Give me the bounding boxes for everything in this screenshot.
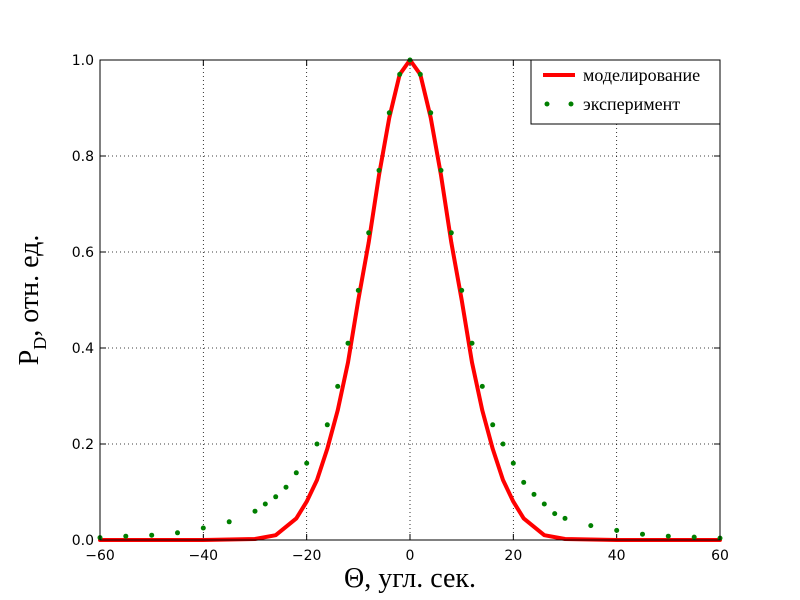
experiment-point (252, 508, 258, 514)
y-tick-label: 0.8 (72, 149, 94, 165)
experiment-point (123, 533, 129, 539)
experiment-point (531, 491, 537, 497)
experiment-point (417, 71, 423, 77)
experiment-point (376, 167, 382, 173)
experiment-point (521, 479, 527, 485)
experiment-point (335, 383, 341, 389)
experiment-point (500, 441, 506, 447)
experiment-point (175, 530, 180, 536)
x-tick-label: 0 (406, 548, 415, 564)
experiment-point (226, 519, 232, 525)
experiment-point (293, 470, 299, 476)
y-tick-label: 1.0 (72, 53, 94, 69)
y-axis-title-main: P (14, 350, 45, 366)
x-axis-title: Θ, угл. сек. (344, 563, 476, 594)
experiment-point (262, 501, 268, 507)
experiment-point (479, 383, 485, 389)
legend-label-experiment: эксперимент (583, 94, 680, 114)
legend: моделирование эксперимент (530, 59, 721, 125)
y-tick-label: 0.4 (72, 341, 94, 357)
experiment-point (304, 460, 310, 466)
experiment-point (283, 484, 289, 490)
ticks: −60 −40 −20 0 20 40 60 0.0 0.2 0.4 0.6 0.8 1.0 (72, 53, 729, 564)
y-axis-title-rest: , отн. ед. (14, 235, 45, 337)
legend-box (530, 59, 721, 125)
x-tick-label: −20 (292, 548, 322, 564)
experiment-point (588, 523, 594, 529)
x-tick-label: −60 (85, 548, 115, 564)
y-axis-title-sub: D (30, 337, 50, 350)
plot-frame (99, 59, 721, 541)
experiment-point (200, 525, 206, 531)
experiment-point (459, 287, 465, 293)
experiment-point (314, 441, 320, 447)
y-tick-label: 0.6 (72, 245, 94, 261)
experiment-point (355, 287, 361, 293)
experiment-point (273, 494, 279, 500)
experiment-point (510, 460, 516, 466)
legend-dot-1 (544, 101, 550, 107)
legend-label-model: моделирование (583, 65, 700, 85)
experiment-point (397, 71, 403, 77)
experiment-point (552, 511, 558, 517)
x-tick-label: 40 (608, 548, 626, 564)
grid (100, 60, 720, 540)
experiment-point (149, 532, 155, 538)
experiment-point (562, 515, 568, 521)
experiment-point (490, 422, 496, 428)
experiment-point (366, 230, 372, 236)
x-tick-label: 20 (504, 548, 522, 564)
x-tick-label: −40 (189, 548, 219, 564)
experiment-point (640, 531, 645, 537)
legend-dot-2 (568, 101, 574, 107)
y-tick-label: 0.0 (72, 533, 94, 549)
experiment-point (691, 534, 697, 540)
y-tick-label: 0.2 (72, 437, 94, 453)
experiment-point (386, 110, 392, 116)
x-tick-label: 60 (711, 548, 729, 564)
experiment-point (614, 527, 620, 533)
experiment-point (541, 501, 547, 507)
experiment-point (438, 167, 444, 173)
experiment-point (324, 422, 330, 428)
experiment-point (428, 110, 434, 116)
y-axis-title: PD, отн. ед. (14, 235, 50, 366)
experiment-point (469, 340, 475, 346)
experiment-point (448, 230, 454, 236)
experiment-point (665, 533, 671, 539)
experiment-point (345, 340, 351, 346)
